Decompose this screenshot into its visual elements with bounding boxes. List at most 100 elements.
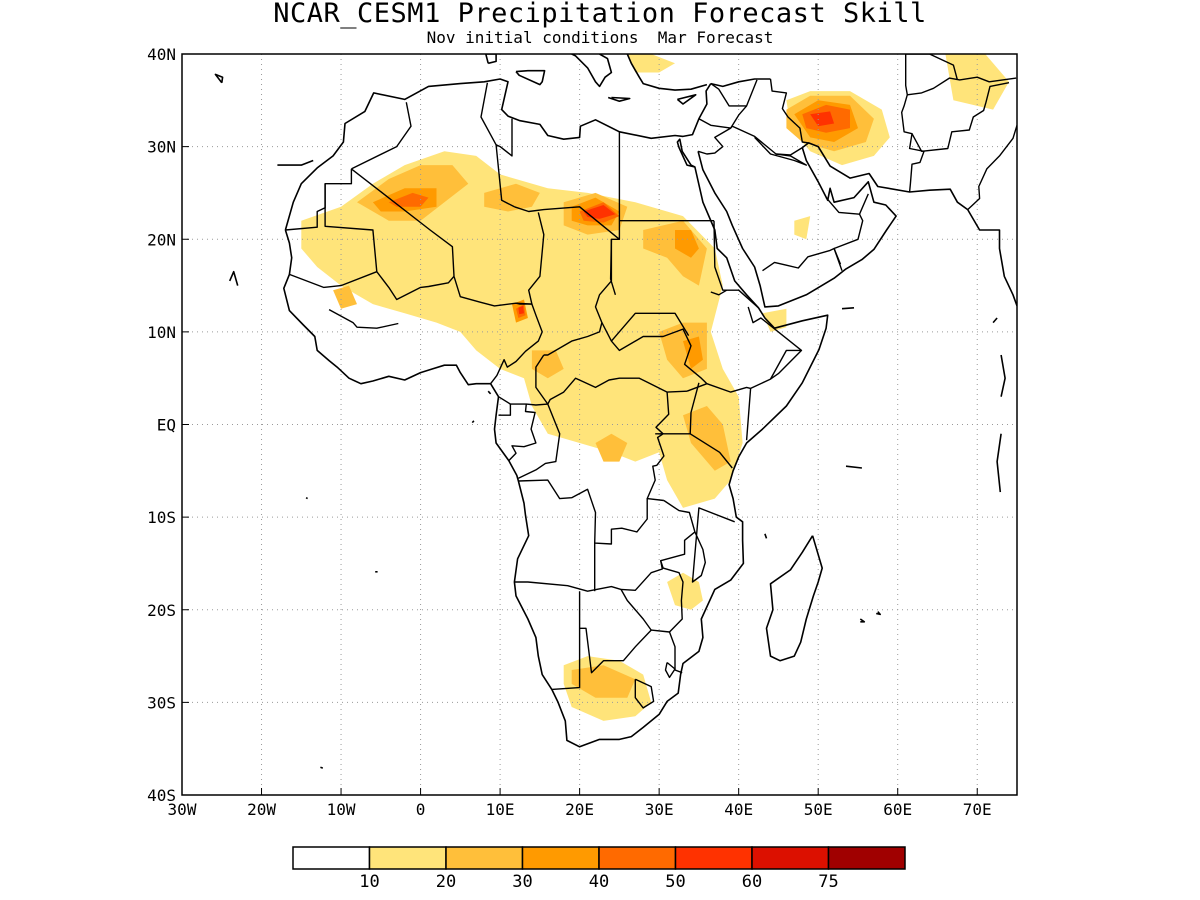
coastline (676, 138, 696, 168)
coastline (845, 465, 862, 469)
country-border (328, 308, 399, 329)
country-border (710, 289, 728, 296)
country-border (601, 322, 708, 385)
map-subtitle: Nov initial conditions Mar Forecast (426, 28, 774, 47)
y-tick-label: 40N (147, 45, 176, 64)
x-tick-label: 10W (327, 800, 356, 819)
skill-region (627, 54, 675, 73)
x-tick-label: 20E (565, 800, 594, 819)
coastlines (214, 54, 1017, 769)
country-border (498, 404, 512, 416)
colorbar-label: 75 (818, 872, 838, 892)
country-border (762, 247, 843, 272)
country-border (663, 499, 735, 583)
y-tick-label: 10N (147, 323, 176, 342)
colorbar-label: 20 (436, 872, 456, 892)
x-tick-label: 30E (645, 800, 674, 819)
colorbar-label: 40 (589, 872, 609, 892)
y-tick-label: 20S (147, 601, 176, 620)
colorbar: 10 20 30 40 50 60 75 (292, 846, 906, 892)
coastline (676, 94, 697, 105)
country-border (528, 212, 545, 305)
country-borders (285, 54, 1017, 709)
country-border (825, 193, 869, 215)
skill-region (675, 230, 699, 258)
country-border (514, 581, 622, 592)
colorbar-swatch (445, 846, 524, 870)
coastline (228, 270, 239, 286)
skill-region (595, 433, 628, 462)
skill-region (667, 572, 703, 610)
colorbar-swatch (674, 846, 753, 870)
coastline (515, 69, 546, 86)
coastline (859, 618, 866, 623)
x-tick-label: 40E (724, 800, 753, 819)
y-tick-label: 20N (147, 230, 176, 249)
country-border (967, 125, 1017, 211)
colorbar-swatch (292, 846, 371, 870)
skill-region (301, 151, 743, 508)
coastline (876, 611, 881, 616)
skill-region (333, 285, 357, 309)
country-border (730, 105, 748, 129)
skill-region (945, 54, 1009, 110)
x-tick-label: 70E (963, 800, 992, 819)
country-border (508, 404, 537, 462)
country-border (376, 271, 455, 301)
country-border (289, 183, 378, 289)
coastline (277, 159, 314, 166)
skill-region (810, 111, 835, 127)
country-border (351, 102, 412, 170)
country-border (634, 678, 655, 709)
colorbar-label: 30 (512, 872, 532, 892)
colorbar-swatch (827, 846, 906, 870)
y-tick-label: 30N (147, 138, 176, 157)
country-border (713, 220, 759, 309)
country-border (697, 127, 732, 155)
y-tick-label: 10S (147, 508, 176, 527)
country-border (907, 76, 1017, 96)
country-border (770, 349, 802, 380)
colorbar-label: 60 (742, 872, 762, 892)
x-tick-label: 50E (804, 800, 833, 819)
country-border (710, 79, 758, 107)
skill-region (571, 665, 636, 698)
coastline (841, 307, 855, 310)
country-border (660, 560, 684, 674)
country-border (905, 54, 959, 81)
coastline (214, 73, 224, 84)
coastline (284, 78, 712, 231)
x-tick-label: 60E (883, 800, 912, 819)
skill-region (518, 305, 524, 315)
x-axis-ticks: 30W 20W 10W 0 10E 20E 30E 40E 50E 60E 70E (168, 788, 992, 819)
skill-region (388, 192, 429, 207)
country-border (518, 479, 664, 545)
country-border (754, 136, 807, 166)
coastline (485, 54, 497, 65)
country-border (535, 354, 688, 405)
x-tick-label: 0 (416, 800, 426, 819)
coastline (471, 420, 475, 424)
y-tick-label: 40S (147, 786, 176, 805)
coastline (283, 147, 829, 748)
coastline (710, 78, 771, 88)
coastline (305, 497, 309, 500)
country-border (495, 118, 513, 157)
country-border (686, 383, 752, 441)
coastline (764, 533, 768, 539)
country-border (610, 312, 690, 342)
coastline (320, 766, 324, 769)
colorbar-swatch (751, 846, 830, 870)
map-title: NCAR_CESM1 Precipitation Forecast Skill (273, 0, 927, 29)
skill-region (794, 216, 811, 240)
skill-region (683, 336, 703, 369)
skill-region (583, 205, 616, 219)
coastline (487, 390, 492, 395)
country-border (579, 627, 670, 674)
country-border (551, 591, 581, 691)
coastline (992, 317, 998, 324)
country-border (490, 302, 543, 385)
y-tick-label: 30S (147, 693, 176, 712)
country-border (911, 82, 1010, 152)
